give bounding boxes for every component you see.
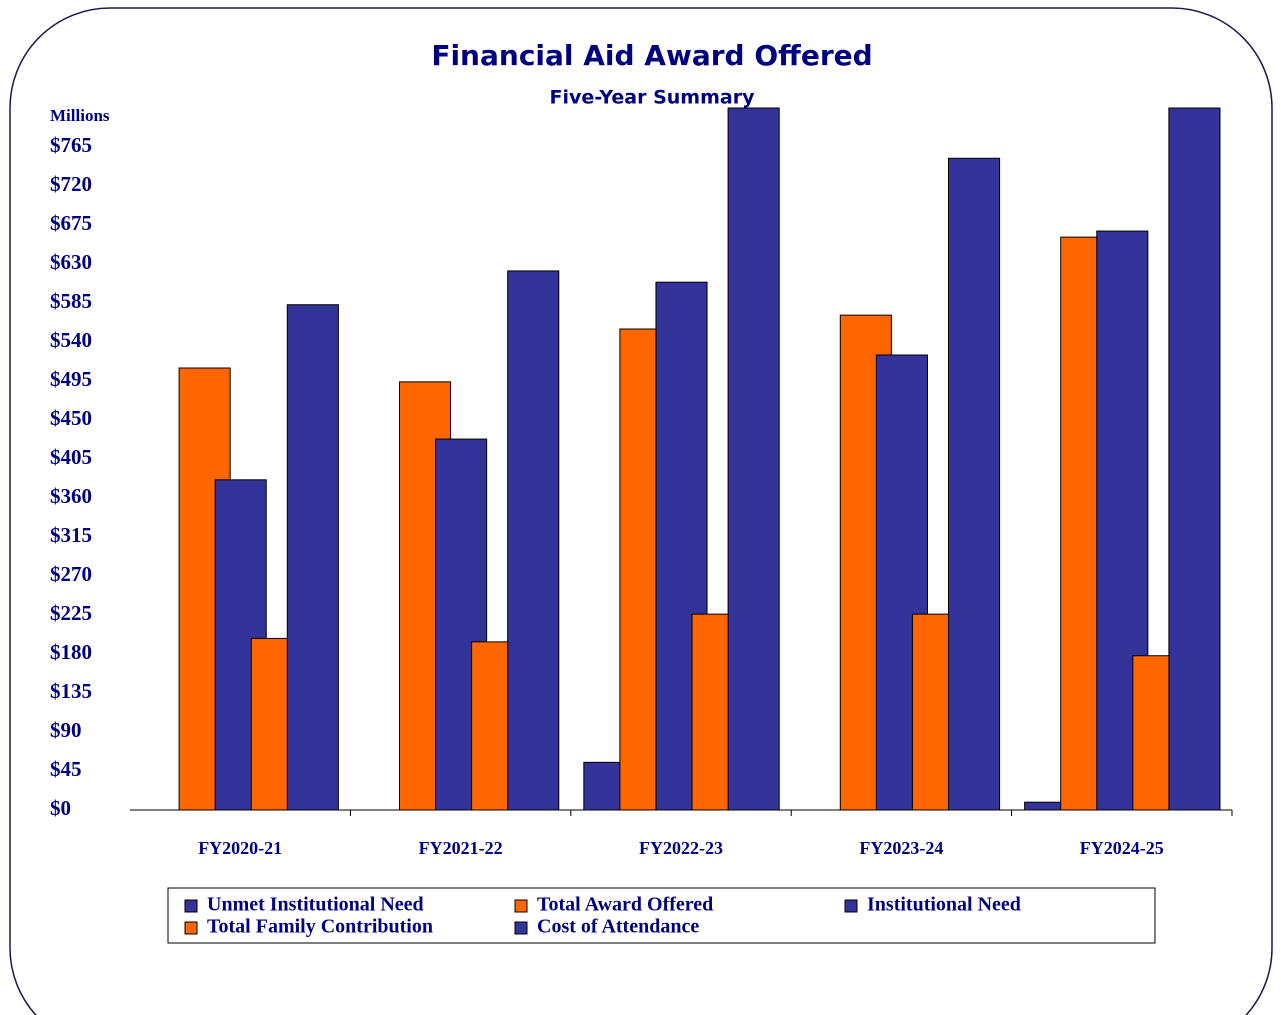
y-tick-label: $630 bbox=[50, 250, 92, 274]
y-tick-label: $360 bbox=[50, 484, 92, 508]
legend-label: Total Family Contribution bbox=[207, 916, 433, 938]
legend-swatch bbox=[514, 921, 528, 935]
y-tick-label: $90 bbox=[50, 718, 82, 742]
legend-label: Unmet Institutional Need bbox=[207, 894, 424, 916]
legend-swatch bbox=[844, 899, 858, 913]
legend-label: Cost of Attendance bbox=[537, 916, 699, 938]
bar bbox=[507, 270, 560, 811]
x-tick-label: FY2022-23 bbox=[639, 838, 723, 858]
y-tick-label: $135 bbox=[50, 679, 92, 703]
y-tick-label: $495 bbox=[50, 367, 92, 391]
x-tick-label: FY2021-22 bbox=[419, 838, 503, 858]
x-tick-label: FY2023-24 bbox=[859, 838, 943, 858]
x-tick-label: FY2024-25 bbox=[1080, 838, 1164, 858]
bar bbox=[286, 304, 339, 811]
y-tick-label: $45 bbox=[50, 757, 82, 781]
y-axis-label: Millions bbox=[50, 106, 110, 125]
y-tick-label: $540 bbox=[50, 328, 92, 352]
legend-swatch bbox=[184, 921, 198, 935]
x-tick-label: FY2020-21 bbox=[198, 838, 282, 858]
y-tick-label: $180 bbox=[50, 640, 92, 664]
y-tick-label: $585 bbox=[50, 289, 92, 313]
y-tick-label: $450 bbox=[50, 406, 92, 430]
y-tick-label: $315 bbox=[50, 523, 92, 547]
legend-label: Institutional Need bbox=[867, 894, 1021, 916]
chart-subtitle: Five-Year Summary bbox=[550, 87, 756, 109]
y-tick-label: $225 bbox=[50, 601, 92, 625]
y-tick-label: $675 bbox=[50, 211, 92, 235]
y-tick-label: $405 bbox=[50, 445, 92, 469]
bar bbox=[727, 107, 780, 811]
y-tick-label: $270 bbox=[50, 562, 92, 586]
legend-box bbox=[167, 887, 1156, 944]
y-tick-label: $0 bbox=[50, 796, 71, 820]
legend-swatch bbox=[184, 899, 198, 913]
y-tick-label: $765 bbox=[50, 133, 92, 157]
legend-label: Total Award Offered bbox=[537, 894, 713, 916]
y-tick-label: $720 bbox=[50, 172, 92, 196]
chart-title: Financial Aid Award Offered bbox=[431, 39, 872, 72]
bar bbox=[1168, 107, 1221, 811]
legend-swatch bbox=[514, 899, 528, 913]
bar bbox=[947, 157, 1001, 811]
